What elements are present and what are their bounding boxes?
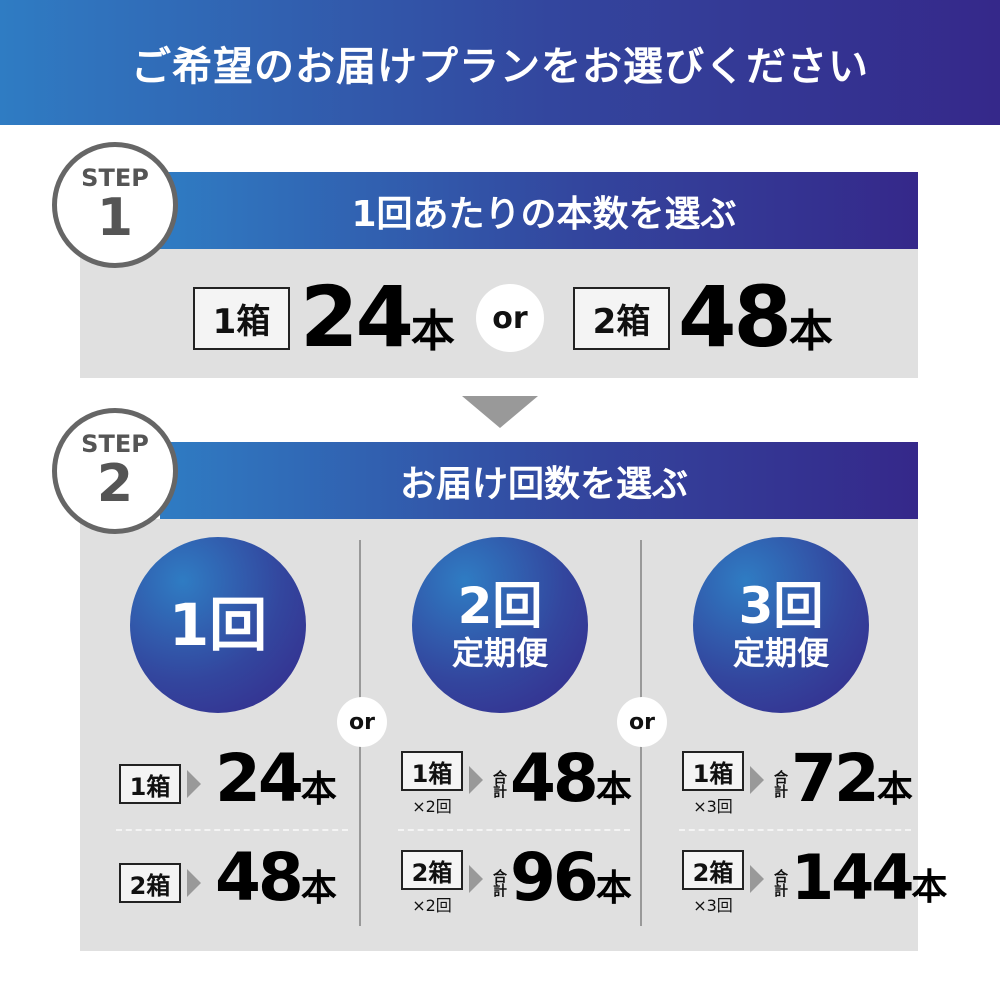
quantity: 2箱 ×3回 [682,850,744,916]
total-label-text: 合計 [772,869,788,897]
total-count: 72 本 [791,739,913,817]
total-count: 96 本 [510,838,632,916]
total-label-text: 合計 [491,770,507,798]
total-count: 48 本 [215,838,337,916]
option-count: 48 本 [678,268,833,366]
total-count: 24 本 [215,739,337,817]
step2-badge: STEP 2 [52,408,178,534]
or-badge: or [617,697,667,747]
plan-name: 1回 [168,591,268,659]
option-box-label: 1箱 [193,287,290,350]
total-label: 合計 [772,770,788,798]
step2-title: お届け回数を選ぶ [399,463,688,505]
plan-row: 1箱 ×3回 合計 72 本 [682,739,913,824]
right-triangle-icon [187,770,201,798]
times-label: ×3回 [693,797,733,816]
or-badge: or [476,284,544,352]
right-triangle-icon [187,869,201,897]
row-separator [116,829,348,831]
option-box-label: 2箱 [573,287,670,350]
row-separator [398,829,630,831]
right-triangle-icon [469,865,483,893]
quantity: 2箱 [119,863,181,903]
total-label: 合計 [491,770,507,798]
step1-badge: STEP 1 [52,142,178,268]
plan-sub: 定期便 [451,634,548,672]
plan-sub: 定期便 [732,634,829,672]
row-separator [679,829,911,831]
step-label: STEP [81,164,149,192]
plan-row: 2箱 48 本 [119,838,337,923]
right-triangle-icon [469,766,483,794]
box-label: 1箱 [682,751,744,791]
plan-name: 2回 [457,577,543,635]
right-triangle-icon [750,766,764,794]
total-count: 144 本 [791,841,948,914]
box-label: 2箱 [401,850,463,890]
option-count: 24 本 [300,268,455,366]
quantity: 1箱 [119,764,181,804]
plan-circle[interactable]: 1回 [130,537,306,713]
box-label: 1箱 [401,751,463,791]
total-label: 合計 [491,869,507,897]
plan-name: 3回 [738,577,824,635]
plan-row: 2箱 ×2回 合計 96 本 [401,838,632,923]
step-number: 1 [96,188,134,248]
down-triangle-icon [462,396,538,428]
times-label: ×3回 [693,896,733,915]
or-badge: or [337,697,387,747]
times-label: ×2回 [412,797,452,816]
plan-circle[interactable]: 2回 定期便 [412,537,588,713]
plan-row: 1箱 24 本 [119,739,337,824]
step-number: 2 [96,454,134,514]
total-label: 合計 [772,869,788,897]
times-label: ×2回 [412,896,452,915]
total-label-text: 合計 [772,770,788,798]
quantity: 1箱 ×3回 [682,751,744,817]
page-title: ご希望のお届けプランをお選びください [131,43,869,90]
box-label: 2箱 [682,850,744,890]
step-label: STEP [81,430,149,458]
step1-banner: 1回あたりの本数を選ぶ [160,172,918,249]
plan-row: 1箱 ×2回 合計 48 本 [401,739,632,824]
total-label-text: 合計 [491,869,507,897]
box-label: 2箱 [119,863,181,903]
plan-circle[interactable]: 3回 定期便 [693,537,869,713]
box-label: 1箱 [119,764,181,804]
plan-row: 2箱 ×3回 合計 144 本 [682,843,947,923]
step2-banner: お届け回数を選ぶ [160,442,918,519]
right-triangle-icon [750,865,764,893]
page-header: ご希望のお届けプランをお選びください [0,0,1000,125]
step1-title: 1回あたりの本数を選ぶ [351,193,737,235]
quantity: 2箱 ×2回 [401,850,463,916]
total-count: 48 本 [510,739,632,817]
quantity: 1箱 ×2回 [401,751,463,817]
